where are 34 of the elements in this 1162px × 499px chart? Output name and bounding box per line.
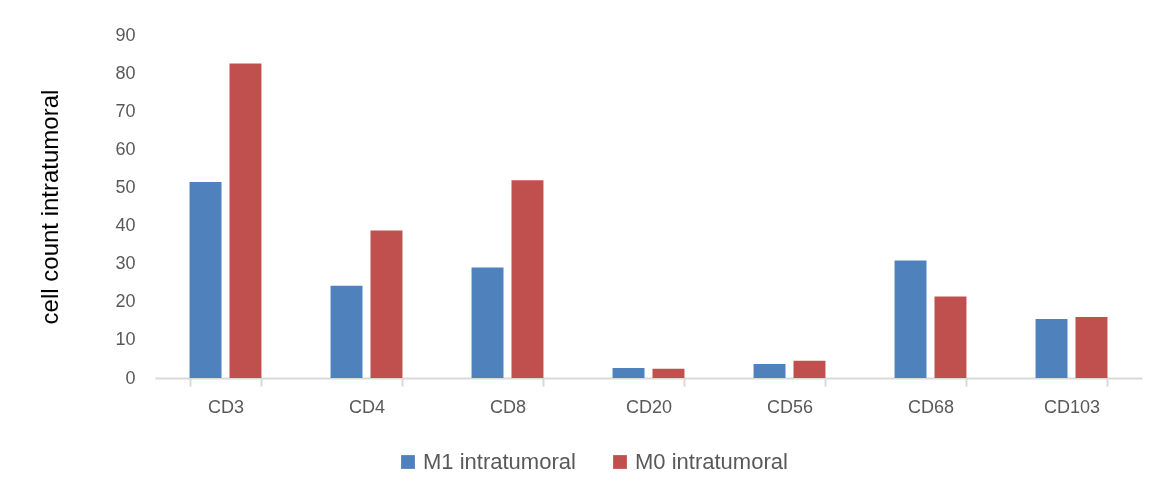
y-tick-label: 60 [115, 138, 136, 159]
y-tick-label: 0 [125, 367, 136, 388]
bar [793, 360, 826, 378]
bar [1075, 317, 1108, 378]
legend-label: M0 intratumoral [635, 449, 788, 474]
y-tick-label: 10 [115, 329, 136, 350]
x-tick-label: CD4 [348, 396, 386, 417]
y-tick-label: 30 [115, 253, 136, 274]
bar [652, 368, 685, 378]
y-axis-title: cell count intratumoral [36, 89, 64, 325]
y-tick-label: 90 [115, 24, 136, 45]
bar [1035, 318, 1068, 378]
bar [370, 230, 403, 378]
x-tick-label: CD20 [625, 396, 673, 417]
bar [189, 182, 222, 378]
bar [330, 285, 363, 378]
y-tick-label: 80 [115, 62, 136, 83]
bar [511, 180, 544, 378]
x-tick-label: CD8 [489, 396, 527, 417]
y-tick-label: 40 [115, 215, 136, 236]
legend-label: M1 intratumoral [423, 449, 576, 474]
bar [934, 296, 967, 378]
y-tick-label: 20 [115, 291, 136, 312]
bar [753, 363, 786, 378]
x-tick-label: CD3 [207, 396, 245, 417]
y-tick-label: 70 [115, 100, 136, 121]
x-tick-label: CD56 [766, 396, 814, 417]
x-tick-label: CD68 [907, 396, 955, 417]
bar [229, 63, 262, 378]
bar [612, 368, 645, 378]
bar [894, 260, 927, 378]
x-tick-label: CD103 [1043, 396, 1101, 417]
bar [471, 267, 504, 378]
y-tick-label: 50 [115, 176, 136, 197]
